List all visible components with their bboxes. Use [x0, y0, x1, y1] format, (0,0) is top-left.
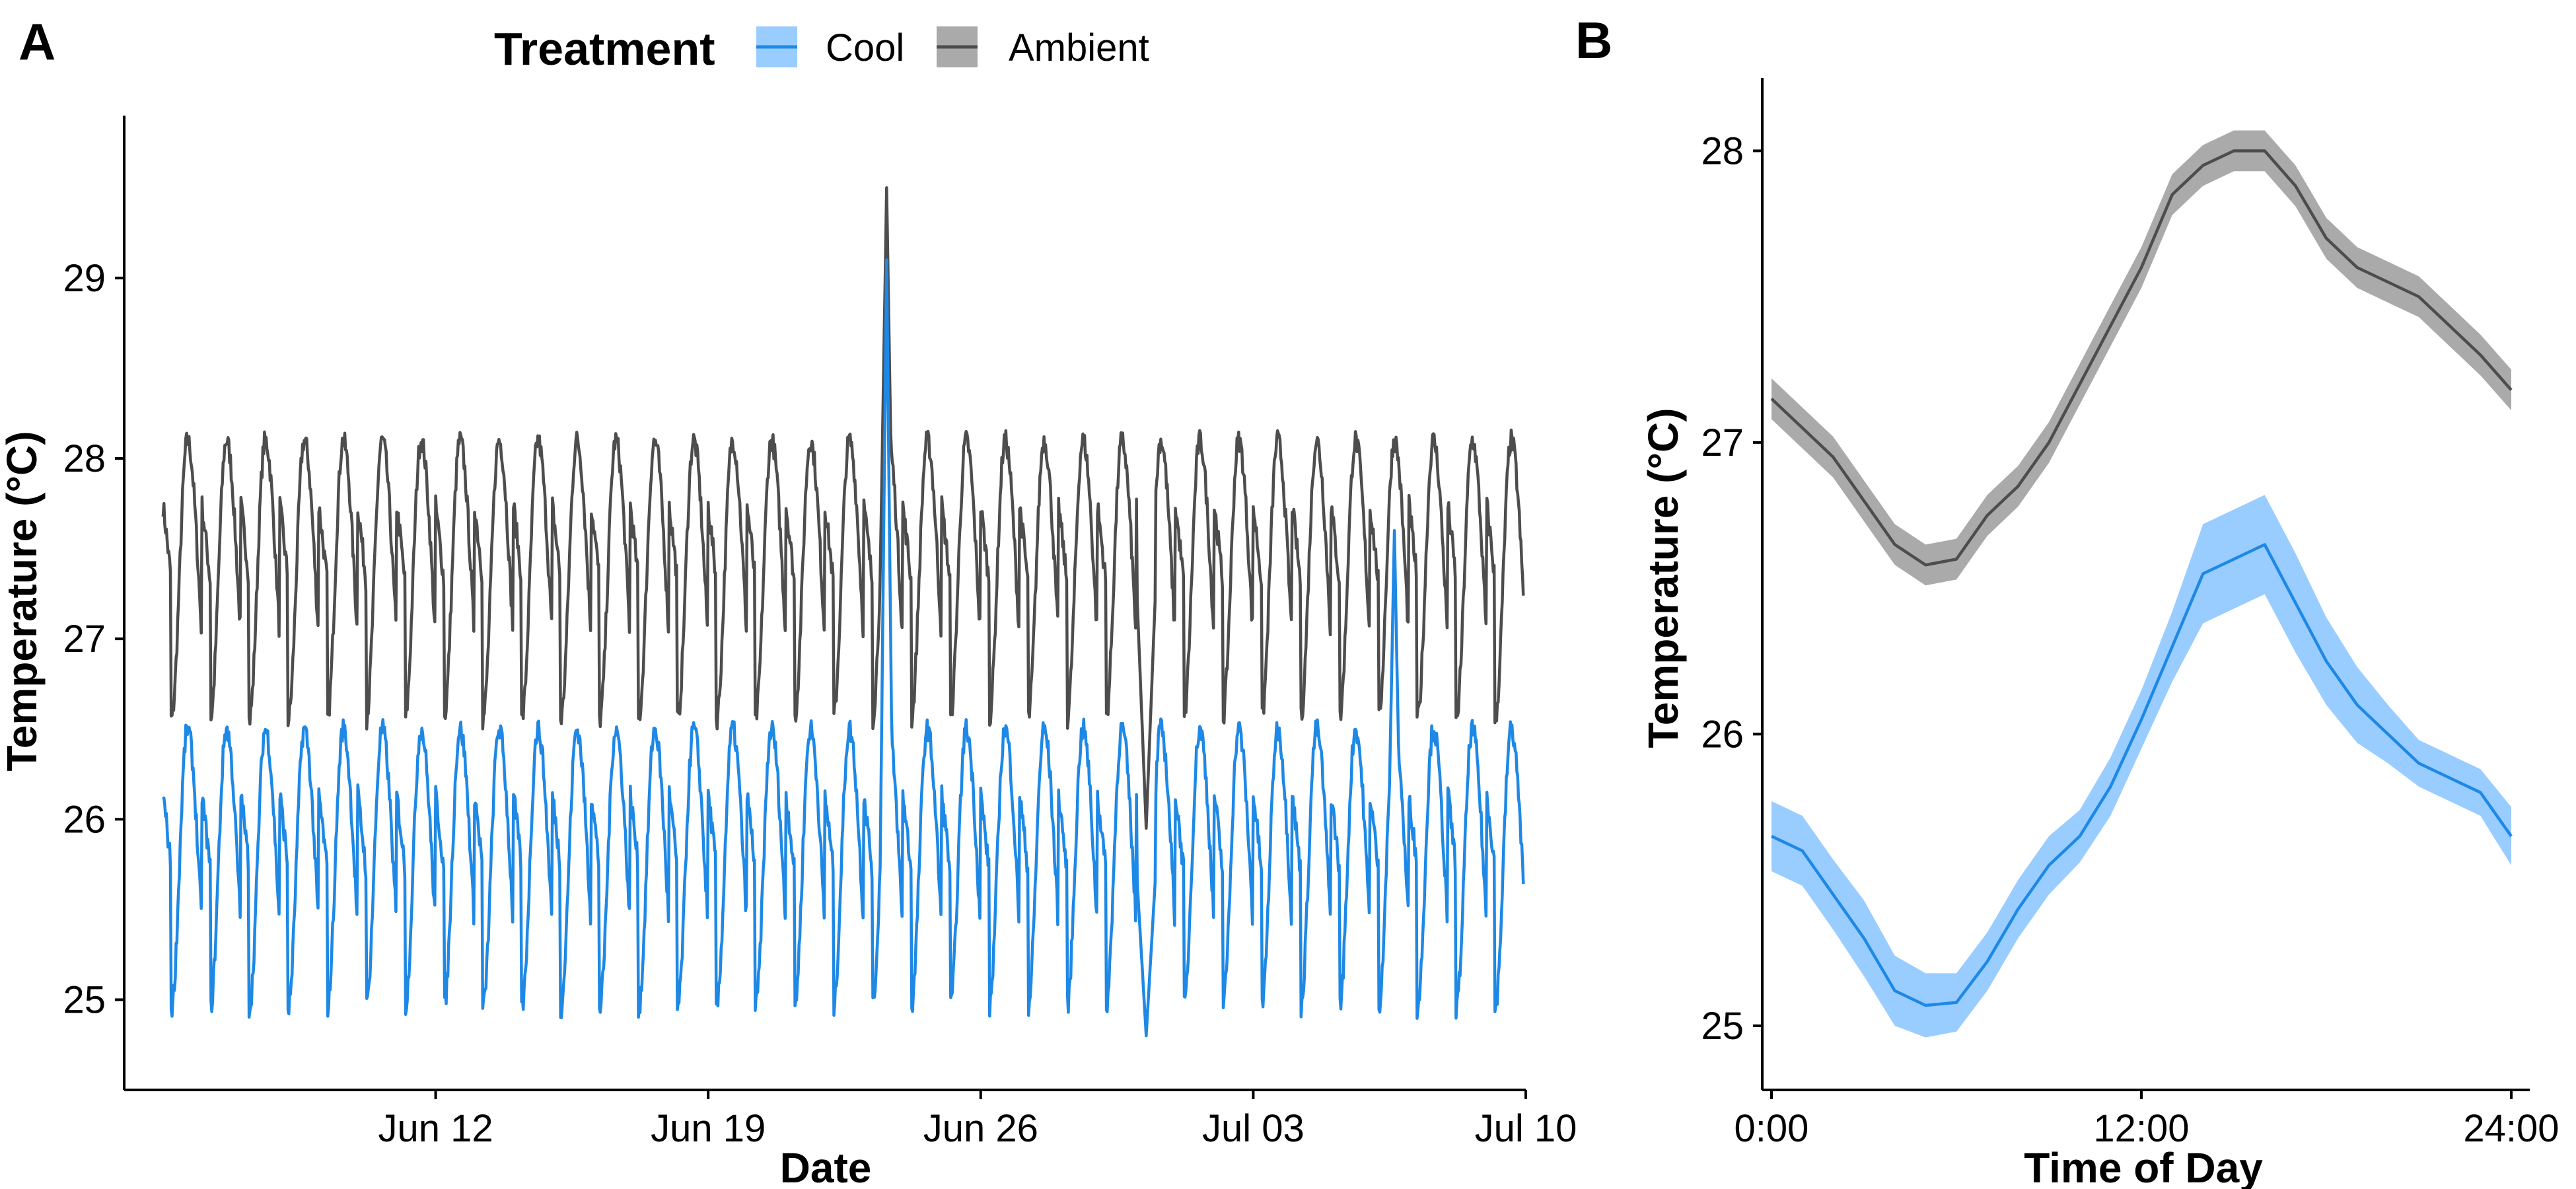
- panel-a-series-cool-line: [162, 258, 1525, 1038]
- panel-b-y-axis-title: Temperature (°C): [1639, 408, 1687, 748]
- panel-b-series-cool-ribbon: [1771, 495, 2511, 1038]
- panel-b-axes: 25 26 27 28 0:00 12:00 24:00: [1701, 78, 2559, 1150]
- panel-a-y-tick-label: 25: [63, 978, 106, 1021]
- legend: Treatment Cool Ambient: [494, 23, 1149, 75]
- panel-b-y-tick-label: 26: [1701, 713, 1744, 756]
- panel-b-x-tick-label: 12:00: [2093, 1107, 2189, 1150]
- panel-a-axes: 25 26 27 28 29 Jun 12 Jun 19 Jun 26 Jul 03 Jul 10: [63, 116, 1577, 1150]
- panel-a-data: [161, 186, 1525, 1038]
- panel-a-y-tick-label: 28: [63, 437, 106, 480]
- legend-label-ambient: Ambient: [1009, 26, 1149, 69]
- legend-title: Treatment: [494, 23, 715, 75]
- panel-b-series-ambient-line: [1770, 149, 2513, 567]
- panel-a-letter: A: [18, 13, 55, 71]
- legend-label-cool: Cool: [826, 26, 904, 69]
- panel-b-y-tick-label: 27: [1701, 421, 1744, 464]
- panel-b-x-tick-label: 0:00: [1735, 1107, 1809, 1150]
- panel-a-x-axis-title: Date: [780, 1144, 872, 1189]
- panel-b-letter: B: [1575, 11, 1612, 69]
- panel-b-x-axis-title: Time of Day: [2024, 1144, 2263, 1189]
- panel-a-x-tick-label: Jul 10: [1475, 1107, 1577, 1150]
- panel-a-y-tick-label: 27: [63, 618, 106, 661]
- panel-a-x-tick-label: Jul 03: [1202, 1107, 1305, 1150]
- panel-a-y-tick-label: 29: [63, 257, 106, 300]
- panel-b-x-tick-label: 24:00: [2463, 1107, 2559, 1150]
- panel-b: 25 26 27 28 0:00 12:00 24:00 Time of Day Tempe…: [1639, 78, 2559, 1189]
- panel-a-y-axis-title: Temperature (°C): [0, 431, 46, 771]
- panel-b-y-tick-label: 25: [1701, 1005, 1744, 1048]
- panel-a-y-tick-label: 26: [63, 798, 106, 841]
- panel-a-x-tick-label: Jun 12: [378, 1107, 493, 1150]
- legend-item-ambient: Ambient: [937, 26, 1149, 69]
- panel-b-series-cool-line: [1771, 543, 2513, 1007]
- panel-a-series-ambient-line: [161, 186, 1525, 830]
- legend-item-cool: Cool: [756, 26, 904, 69]
- panel-a-x-tick-label: Jun 19: [651, 1107, 766, 1150]
- panel-a: 25 26 27 28 29 Jun 12 Jun 19 Jun 26 Jul 03 Jul 10…: [0, 116, 1577, 1189]
- panel-b-data: [1770, 130, 2513, 1038]
- panel-b-y-tick-label: 28: [1701, 129, 1744, 172]
- panel-b-series-ambient-ribbon: [1771, 130, 2511, 586]
- panel-a-x-tick-label: Jun 26: [923, 1107, 1038, 1150]
